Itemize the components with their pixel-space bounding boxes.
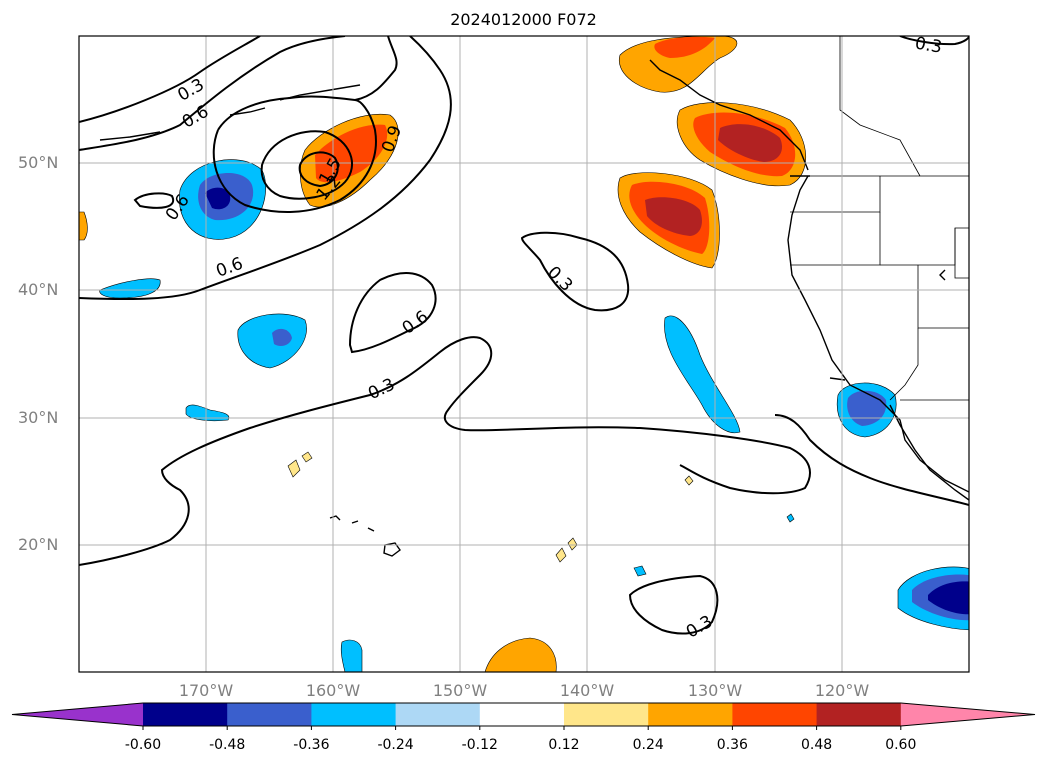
colorbar-segment bbox=[564, 703, 649, 726]
colorbar-segment bbox=[648, 703, 733, 726]
gridlines bbox=[79, 36, 969, 672]
pos-anomaly-blob bbox=[618, 36, 738, 93]
lat-label-40n: 40°N bbox=[18, 280, 59, 299]
contour-label: 0.3 bbox=[913, 33, 943, 57]
lat-label-20n: 20°N bbox=[18, 535, 59, 554]
colorbar-segment bbox=[732, 703, 818, 726]
map-frame bbox=[78, 35, 970, 673]
lon-label-150w: 150°W bbox=[432, 681, 488, 700]
lon-label-160w: 160°W bbox=[305, 681, 361, 700]
neg-anomaly-blob bbox=[340, 639, 363, 672]
map-title: 2024012000 F072 bbox=[450, 10, 597, 29]
colorbar-segment bbox=[143, 703, 228, 726]
political-boundaries bbox=[790, 36, 969, 401]
map-panel: 0.3 0.6 0.9 1.2 1.5 0.6 0.6 0.3 0.6 0.3 … bbox=[79, 33, 969, 672]
neg-anomaly-blob bbox=[99, 278, 161, 299]
lon-label-120w: 120°W bbox=[814, 681, 870, 700]
colorbar-tick-label: -0.12 bbox=[461, 737, 498, 753]
colorbar bbox=[11, 702, 1036, 730]
neg-anomaly-blob bbox=[185, 404, 230, 422]
lon-label-140w: 140°W bbox=[559, 681, 615, 700]
pos-anomaly-blob bbox=[484, 637, 557, 672]
colorbar-tick-label: -0.36 bbox=[293, 737, 330, 753]
colorbar-tick-label: 0.24 bbox=[632, 737, 664, 753]
colorbar-tick-label: -0.48 bbox=[209, 737, 246, 753]
colorbar-segment bbox=[227, 703, 312, 726]
neg-anomaly-blob bbox=[664, 315, 741, 434]
colorbar-segment bbox=[479, 703, 565, 726]
colorbar-segment bbox=[311, 703, 397, 726]
colorbar-tick-label: 0.36 bbox=[716, 737, 748, 753]
colorbar-tick-label: 0.12 bbox=[548, 737, 580, 753]
colorbar-tick-label: -0.60 bbox=[124, 737, 162, 753]
colorbar-segment bbox=[395, 703, 481, 726]
lon-label-170w: 170°W bbox=[178, 681, 234, 700]
coastlines bbox=[99, 59, 969, 557]
colorbar-tick-label: -0.24 bbox=[377, 737, 414, 753]
lon-label-130w: 130°W bbox=[687, 681, 743, 700]
colorbar-tick-label: 0.60 bbox=[885, 737, 917, 753]
shaded-anomalies bbox=[79, 36, 969, 672]
colorbar-extend-high bbox=[900, 703, 1035, 726]
contour-lines bbox=[79, 36, 969, 635]
lat-label-50n: 50°N bbox=[18, 153, 59, 172]
colorbar-tick-label: 0.48 bbox=[801, 737, 833, 753]
lat-label-30n: 30°N bbox=[18, 408, 59, 427]
neg-anomaly-blob bbox=[237, 313, 307, 369]
colorbar-extend-low bbox=[12, 703, 143, 726]
colorbar-segment bbox=[816, 703, 902, 726]
